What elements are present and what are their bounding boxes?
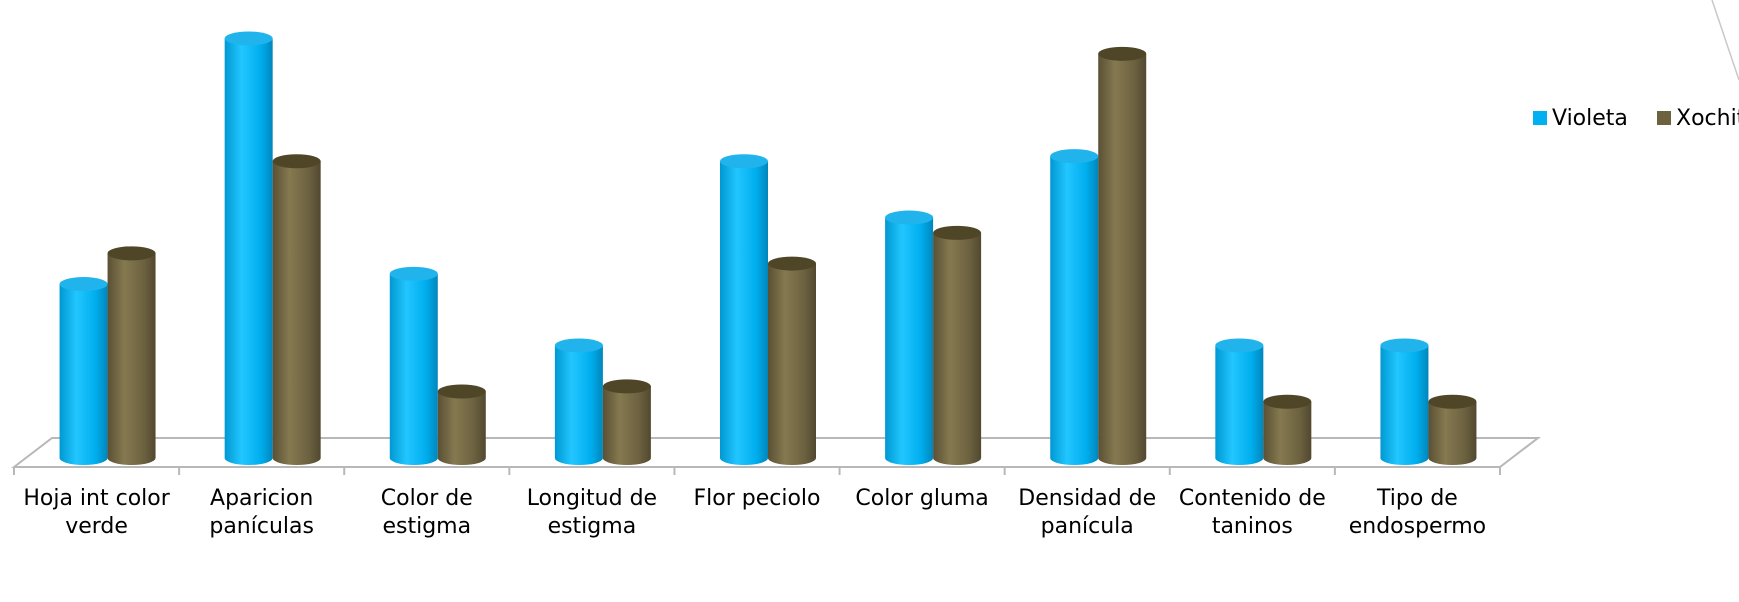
bar-body	[885, 217, 934, 465]
bar-body	[1050, 156, 1099, 466]
legend-swatch	[1533, 111, 1547, 125]
bar-body	[59, 284, 108, 465]
bar-body	[107, 253, 156, 465]
bar-body	[768, 263, 816, 465]
bar-top	[602, 379, 651, 394]
bar-body	[1215, 345, 1264, 465]
bar-body	[1380, 345, 1429, 465]
bar-violeta-4	[554, 338, 603, 465]
bar-top	[437, 384, 486, 399]
x-tick-label: Flor peciolo	[693, 486, 820, 511]
bar-xochitl-3	[437, 384, 486, 465]
bar-body	[224, 38, 273, 465]
bar-xochitl-2	[272, 154, 321, 466]
bar-top	[554, 338, 603, 353]
bar-body	[272, 161, 321, 466]
bar-top	[272, 154, 321, 169]
bar-body	[1098, 53, 1147, 465]
legend-item-violeta: Violeta	[1533, 106, 1628, 131]
bar-top	[1050, 149, 1099, 164]
legend: Violeta Xochitl	[1533, 106, 1739, 131]
x-tick-label: Longitud de estigma	[527, 486, 657, 539]
bar-body	[1263, 401, 1312, 465]
bar-xochitl-1	[107, 246, 156, 465]
bar-violeta-1	[59, 277, 108, 465]
bar-top	[1215, 338, 1264, 353]
bar-violeta-5	[720, 154, 768, 466]
bar-top	[933, 225, 982, 240]
bar-violeta-3	[389, 266, 438, 465]
slide-edge-decoration	[1711, 0, 1739, 81]
x-tick-label: Aparicion panículas	[209, 486, 314, 539]
bar-top	[1263, 394, 1312, 409]
bar-violeta-7	[1050, 149, 1099, 466]
bar-body	[437, 391, 486, 465]
bar-top	[1428, 394, 1477, 409]
bar-top	[768, 256, 816, 271]
bar-xochitl-8	[1263, 394, 1312, 465]
bar-xochitl-6	[933, 225, 982, 465]
x-tick-label: Tipo de endospermo	[1349, 486, 1486, 539]
x-tick-label: Color de estigma	[381, 486, 473, 539]
bar-violeta-2	[224, 31, 273, 465]
x-axis-tick-labels: Hoja int color verde Aparicion panículas Col…	[23, 486, 1486, 539]
legend-label: Xochitl	[1676, 106, 1739, 131]
x-tick-label: Color gluma	[855, 486, 988, 511]
chart-bars	[59, 31, 1477, 466]
bar-xochitl-7	[1098, 46, 1147, 465]
bar-body	[1428, 401, 1477, 465]
bar-top	[1380, 338, 1429, 353]
bar-xochitl-4	[602, 379, 651, 465]
bar-xochitl-5	[768, 256, 816, 465]
legend-swatch	[1657, 111, 1671, 125]
bar-xochitl-9	[1428, 394, 1477, 465]
bar-top	[1098, 46, 1147, 61]
bar-body	[720, 161, 768, 466]
x-tick-label: Hoja int color verde	[23, 486, 170, 539]
bar-violeta-9	[1380, 338, 1429, 465]
legend-label: Violeta	[1552, 106, 1628, 131]
bar-body	[554, 345, 603, 465]
bar-violeta-8	[1215, 338, 1264, 465]
bar-body	[602, 386, 651, 465]
bar-top	[389, 266, 438, 281]
bar-violeta-6	[885, 210, 934, 465]
bar-top	[107, 246, 156, 261]
x-tick-label: Contenido de taninos	[1179, 486, 1326, 539]
bar-body	[933, 232, 982, 465]
bar-top	[59, 277, 108, 292]
bar-top	[885, 210, 934, 225]
bar-body	[389, 273, 438, 465]
legend-item-xochitl: Xochitl	[1657, 106, 1739, 131]
bar-top	[720, 154, 768, 169]
bar-top	[224, 31, 273, 46]
x-tick-label: Densidad de panícula	[1018, 486, 1156, 539]
